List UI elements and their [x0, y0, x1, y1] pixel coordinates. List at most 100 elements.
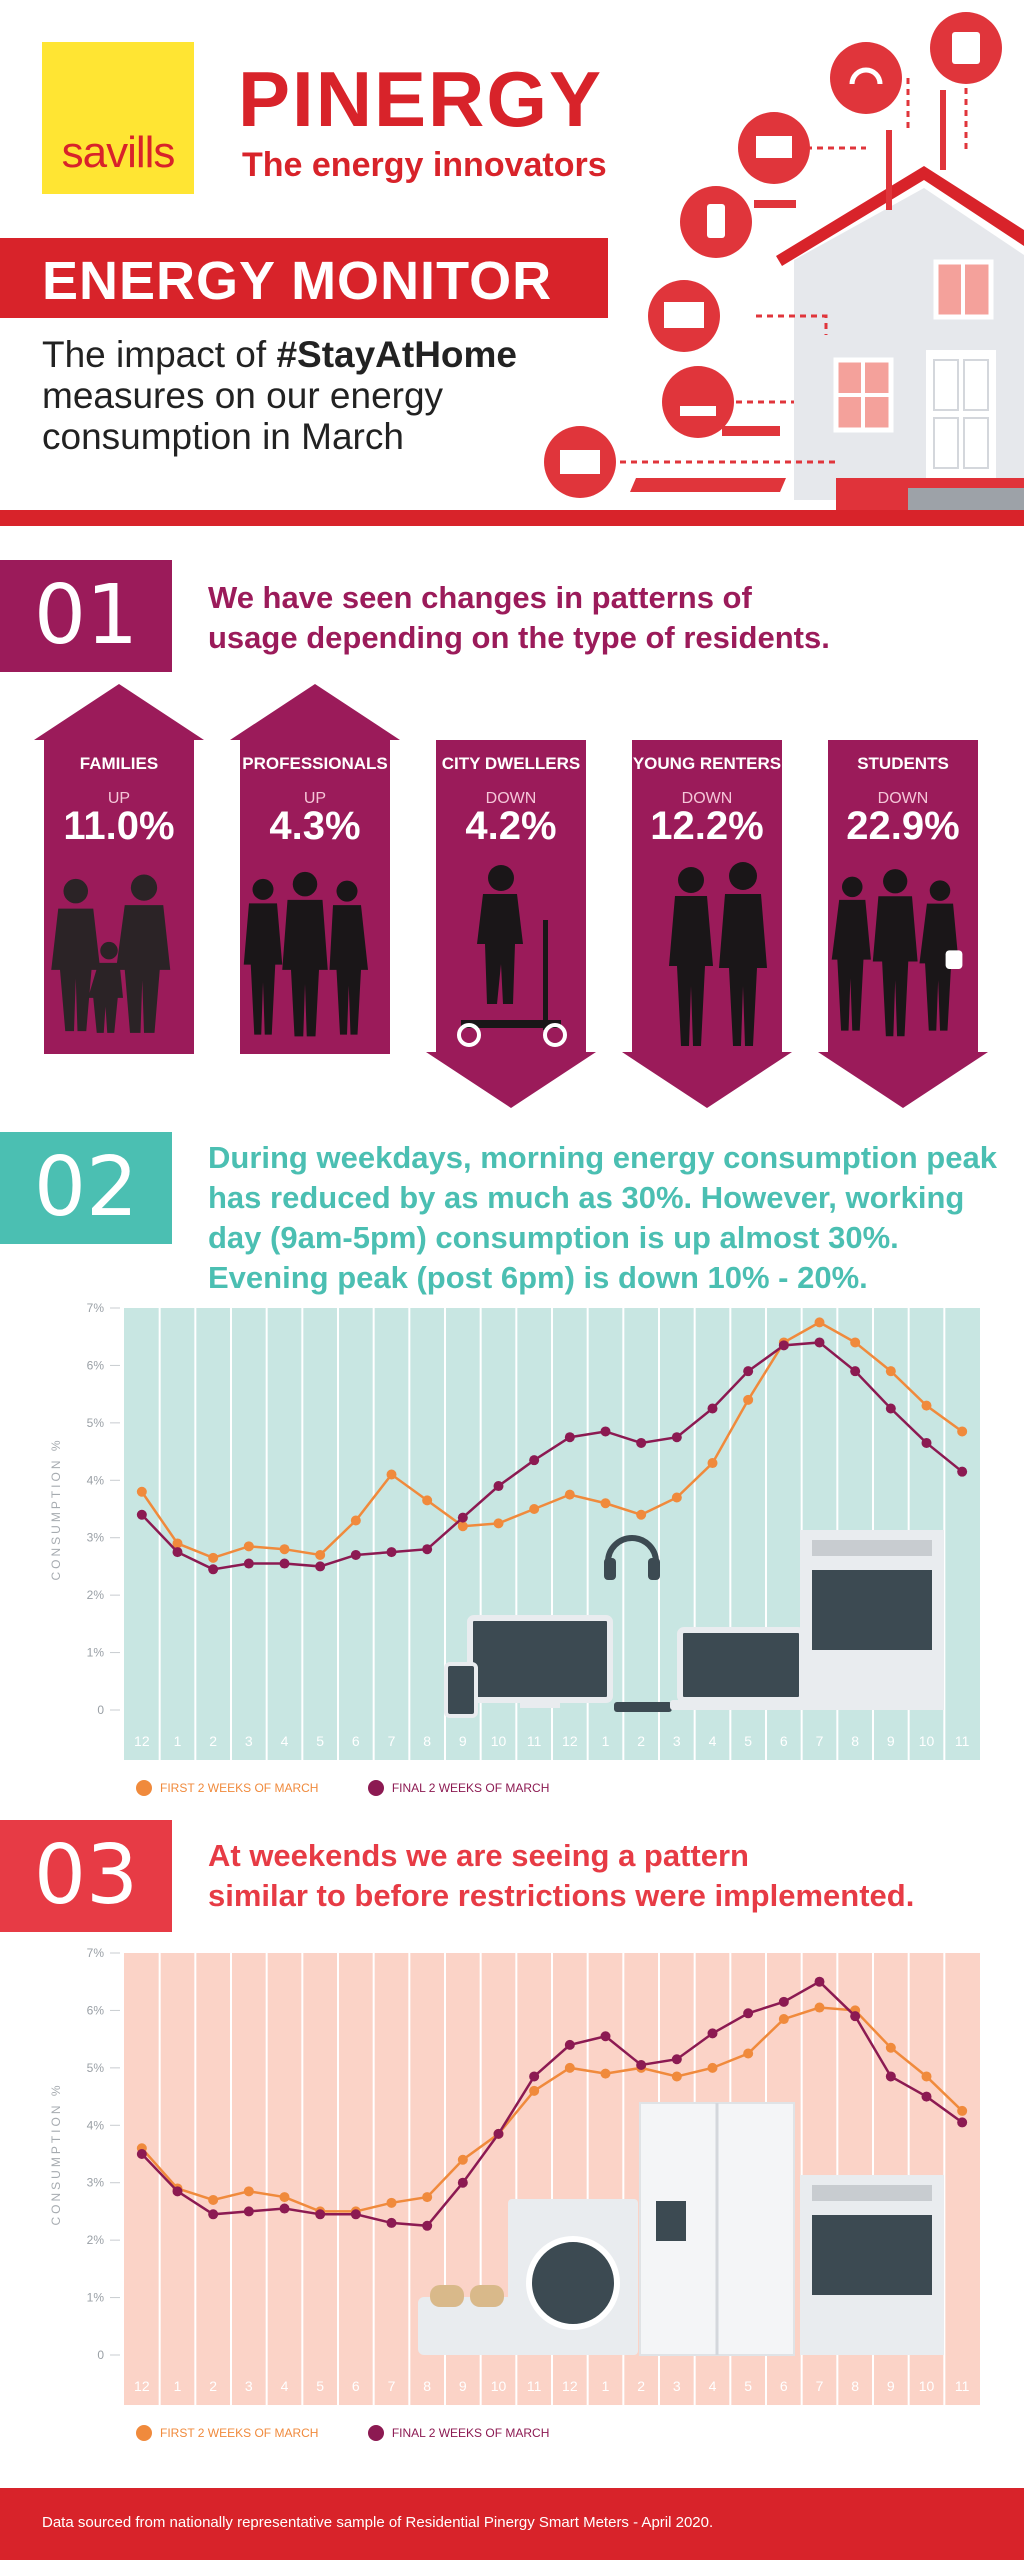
data-point — [315, 1549, 326, 1560]
savills-logo: savills — [42, 42, 194, 194]
data-point — [921, 2091, 932, 2102]
y-axis-label: CONSUMPTION % — [49, 1437, 63, 1580]
legend-dot-first — [136, 1780, 152, 1796]
data-point — [957, 1466, 968, 1477]
resident-group-families: FAMILIES UP 11.0% — [34, 684, 204, 1104]
x-tick-label: 12 — [562, 2378, 578, 2394]
savills-logo-text: savills — [61, 128, 176, 177]
x-tick-label: 6 — [352, 1733, 360, 1749]
data-point — [778, 1340, 789, 1351]
professionals-silhouette-icon — [243, 871, 368, 1037]
data-point — [636, 2059, 647, 2070]
legend-label-first: FIRST 2 WEEKS OF MARCH — [160, 2426, 319, 2440]
y-tick-label: 3% — [87, 1531, 105, 1545]
data-point — [243, 1558, 254, 1569]
group-direction: DOWN — [681, 790, 733, 807]
weekday-consumption-chart: 0 1% 2% 3% 4% 5% 6% 7% CONSUMPTION % 12 1 2 3 4 5 6 7 8 9 1… — [0, 1300, 1024, 1770]
group-direction: DOWN — [485, 790, 537, 807]
house-icon — [776, 166, 1024, 510]
data-point — [957, 2117, 968, 2128]
series-line-1 — [140, 1980, 963, 2228]
section2-heading-line2: has reduced by as much as 30%. However, … — [208, 1180, 965, 1215]
group-change-value: 4.2% — [465, 804, 557, 848]
x-tick-label: 9 — [459, 2378, 467, 2394]
y-tick-label: 0 — [97, 2348, 104, 2362]
data-point — [707, 2028, 718, 2039]
group-name: CITY DWELLERS — [441, 754, 581, 773]
data-point — [707, 1403, 718, 1414]
data-point — [885, 2042, 896, 2053]
pinergy-brand-title: PINERGY — [238, 55, 604, 143]
data-point — [529, 2071, 540, 2082]
data-point — [350, 1549, 361, 1560]
data-point — [814, 2002, 825, 2013]
data-point — [921, 1400, 932, 1411]
section-number-01: 01 — [0, 560, 172, 672]
section1-heading-line1: We have seen changes in patterns of — [208, 580, 752, 615]
y-tick-label: 5% — [87, 2061, 105, 2075]
data-point — [636, 1509, 647, 1520]
group-direction: DOWN — [877, 790, 929, 807]
data-point — [279, 1558, 290, 1569]
data-point — [957, 1426, 968, 1437]
x-tick-label: 8 — [851, 1733, 859, 1749]
data-point — [778, 2014, 789, 2025]
pinergy-tagline: The energy innovators — [242, 146, 607, 184]
group-change-value: 12.2% — [650, 804, 764, 848]
x-tick-label: 8 — [423, 1733, 431, 1749]
x-tick-label: 7 — [816, 1733, 824, 1749]
energy-flow-chevrons — [630, 90, 946, 492]
data-point — [243, 2186, 254, 2197]
data-point — [172, 2186, 183, 2197]
data-point — [386, 2197, 397, 2208]
x-tick-label: 3 — [245, 2378, 253, 2394]
data-point — [564, 1489, 575, 1500]
y-axis-label: CONSUMPTION % — [49, 2082, 63, 2225]
data-point — [850, 1337, 861, 1348]
group-name: YOUNG RENTERS — [632, 754, 782, 773]
y-tick-label: 7% — [87, 1946, 105, 1960]
group-name: PROFESSIONALS — [242, 754, 388, 773]
header-subtitle-post: measures on our energy consumption in Ma… — [42, 375, 444, 457]
scooter-rider-silhouette-icon — [457, 865, 567, 1047]
x-tick-label: 10 — [491, 1733, 507, 1749]
data-point — [671, 1432, 682, 1443]
legend-label-first: FIRST 2 WEEKS OF MARCH — [160, 1781, 319, 1795]
data-point — [743, 1394, 754, 1405]
x-tick-label: 2 — [209, 2378, 217, 2394]
data-point — [208, 2209, 219, 2220]
weekday-chart-legend: FIRST 2 WEEKS OF MARCH FINAL 2 WEEKS OF … — [136, 1780, 595, 1796]
data-point — [243, 1541, 254, 1552]
y-tick-label: 3% — [87, 2176, 105, 2190]
device-circles — [544, 12, 1002, 498]
x-tick-label: 2 — [209, 1733, 217, 1749]
y-tick-label: 2% — [87, 2233, 105, 2247]
x-tick-label: 11 — [955, 1733, 970, 1749]
data-point — [707, 1458, 718, 1469]
y-tick-label: 4% — [87, 1473, 105, 1487]
x-tick-label: 5 — [316, 1733, 324, 1749]
y-tick-label: 2% — [87, 1588, 105, 1602]
data-point — [957, 2105, 968, 2116]
x-tick-label: 10 — [919, 2378, 935, 2394]
data-point — [885, 1403, 896, 1414]
data-point — [208, 2194, 219, 2205]
data-point — [279, 2203, 290, 2214]
x-tick-label: 1 — [602, 1733, 610, 1749]
x-tick-label: 1 — [602, 2378, 610, 2394]
x-tick-label: 5 — [316, 2378, 324, 2394]
data-point — [671, 1492, 682, 1503]
section-number-02: 02 — [0, 1132, 172, 1244]
data-point — [136, 1509, 147, 1520]
x-tick-label: 5 — [744, 1733, 752, 1749]
section2-heading-line1: During weekdays, morning energy consumpt… — [208, 1140, 997, 1175]
data-point — [350, 1515, 361, 1526]
data-point — [850, 1366, 861, 1377]
data-point — [778, 1996, 789, 2007]
weekend-consumption-chart: 0 1% 2% 3% 4% 5% 6% 7% CONSUMPTION % 12 1 2 3 4 5 6 7 8 9 1… — [0, 1945, 1024, 2415]
group-name: STUDENTS — [857, 754, 949, 773]
x-tick-label: 11 — [955, 2378, 970, 2394]
data-point — [814, 1317, 825, 1328]
x-tick-label: 3 — [673, 1733, 681, 1749]
x-tick-label: 10 — [491, 2378, 507, 2394]
